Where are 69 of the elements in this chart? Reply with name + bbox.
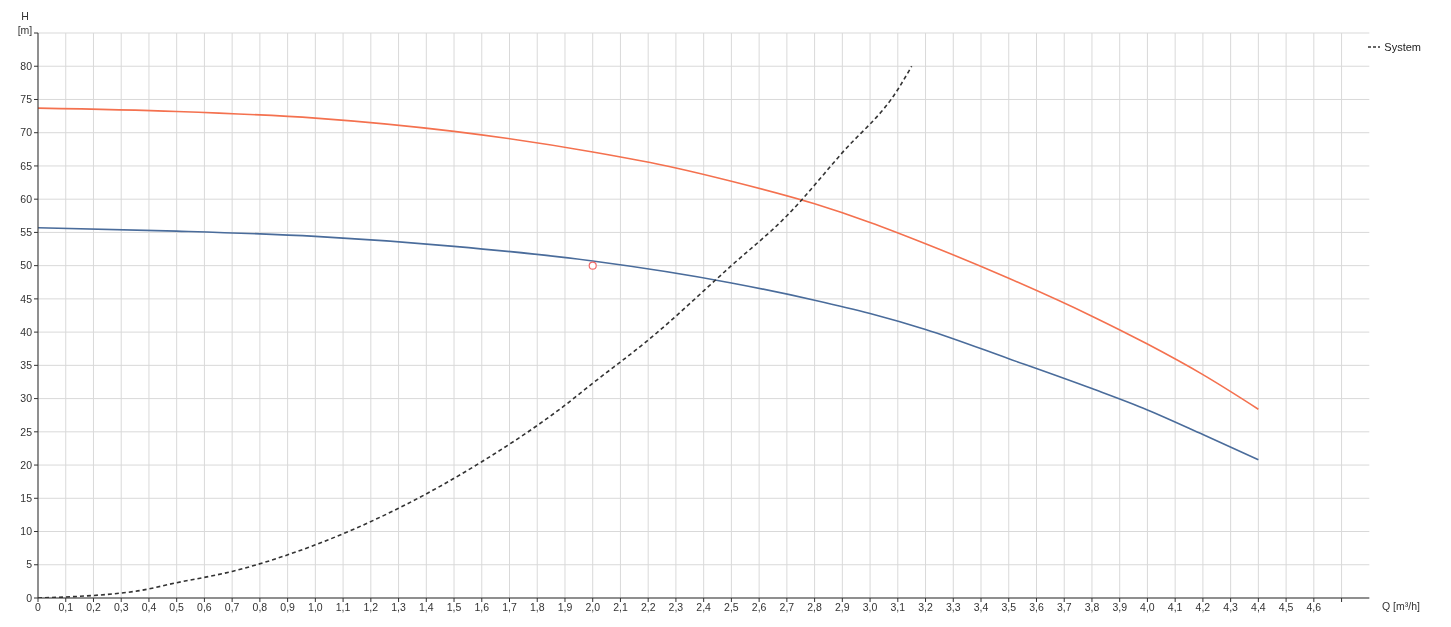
y-tick-label: 55 [20,226,33,239]
x-tick-label: 2,8 [807,601,823,614]
line-series [38,107,1260,411]
x-tick-label: 2,2 [640,601,656,614]
x-tick-label: 4,6 [1306,601,1322,614]
x-tick-label: 0,6 [197,601,212,614]
x-tick-label: 2,4 [696,601,712,614]
x-tick-label: 1,0 [308,601,323,614]
x-tick-label: 0,8 [252,601,268,614]
line-series [38,226,1260,461]
y-tick-label: 75 [20,93,33,106]
x-tick-label: 4,0 [1140,601,1155,614]
x-tick-label: 3,2 [918,601,933,614]
x-tick-label: 3,6 [1029,601,1044,614]
y-tick-label: 20 [20,458,33,471]
x-tick-label: 0,4 [141,601,157,614]
y-axis-title: H [m] [16,9,34,37]
y-tick-label: 10 [20,525,33,538]
x-tick-label: 4,3 [1223,601,1239,614]
y-tick-label: 35 [20,359,33,372]
x-tick-label: 4,2 [1195,601,1211,614]
x-tick-label: 3,1 [890,601,906,614]
x-tick-label: 1,1 [335,601,351,614]
y-tick-label: 15 [20,492,33,505]
x-tick-label: 3,7 [1056,601,1072,614]
x-tick-label: 1,8 [529,601,545,614]
y-tick-label: 60 [20,192,33,205]
x-tick-label: 2,5 [724,601,739,614]
x-tick-label: 1,7 [502,601,517,614]
x-tick-label: 0,5 [169,601,185,614]
x-tick-label: 2,0 [585,601,601,614]
legend-label: System [1384,40,1421,54]
x-tick-label: 1,9 [557,601,573,614]
y-tick-label: 0 [26,591,33,604]
y-tick-label: 30 [20,392,33,405]
x-tick-label: 2,3 [668,601,684,614]
x-tick-label: 0,3 [113,601,129,614]
x-tick-label: 2,6 [751,601,767,614]
y-tick-label: 25 [20,425,33,438]
y-tick-label: 65 [20,159,33,172]
y-tick-label: 45 [20,292,33,305]
x-tick-label: 0,7 [224,601,240,614]
x-tick-label: 3,3 [945,601,961,614]
x-tick-label: 4,1 [1167,601,1183,614]
x-tick-label: 3,8 [1084,601,1100,614]
x-axis-title: Q [m³/h] [1381,600,1421,612]
x-tick-label: 1,5 [446,601,462,614]
y-tick-label: 70 [20,126,33,139]
x-tick-label: 1,4 [418,601,434,614]
x-tick-label: 2,1 [613,601,628,614]
x-tick-label: 1,3 [391,601,407,614]
x-tick-label: 4,4 [1251,601,1266,614]
x-tick-label: 0,1 [58,601,74,614]
x-tick-label: 0,9 [280,601,296,614]
x-tick-label: 1,6 [474,601,490,614]
x-tick-label: 4,5 [1278,601,1294,614]
x-tick-label: 0 [35,601,42,614]
y-tick-label: 50 [20,259,33,272]
x-tick-label: 0,2 [86,601,101,614]
x-tick-label: 3,0 [862,601,878,614]
x-tick-label: 3,9 [1112,601,1128,614]
y-tick-label: 40 [20,325,33,338]
x-tick-label: 3,4 [973,601,989,614]
y-tick-label: 5 [26,558,33,571]
x-tick-label: 2,9 [835,601,850,614]
x-tick-label: 3,5 [1001,601,1017,614]
x-tick-label: 2,7 [779,601,795,614]
y-tick-label: 80 [20,59,33,72]
x-tick-label: 1,2 [363,601,379,614]
